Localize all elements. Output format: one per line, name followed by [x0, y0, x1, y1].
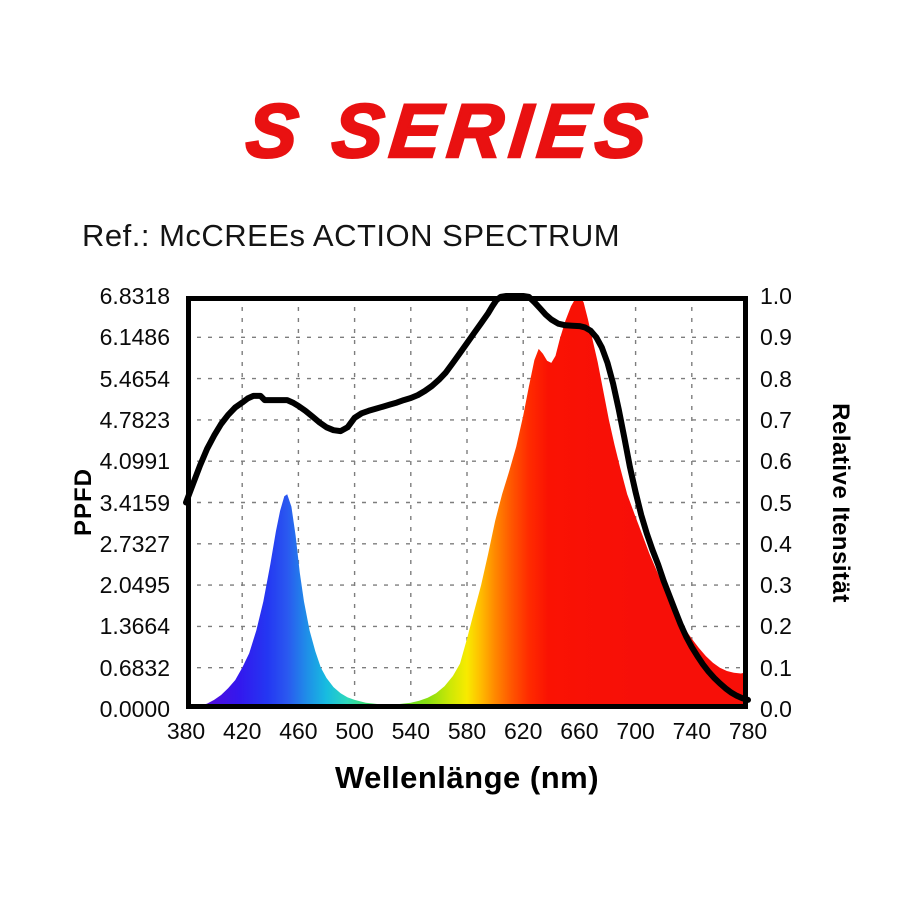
tick-label: 620 [504, 718, 543, 744]
tick-label: 0.9 [760, 324, 792, 351]
tick-label: 0.7 [760, 406, 792, 433]
chart-series [183, 293, 751, 709]
tick-label: 780 [728, 718, 768, 744]
tick-label: 660 [560, 718, 599, 744]
tick-label: 1.0 [760, 283, 792, 309]
reference-caption: Ref.: McCREEs ACTION SPECTRUM [82, 218, 621, 253]
tick-label: 460 [279, 718, 318, 744]
tick-label: 5.4654 [99, 365, 170, 392]
tick-label: 0.5 [760, 489, 792, 516]
tick-label: 540 [391, 718, 430, 744]
tick-label: 0.4 [760, 530, 792, 557]
tick-label: 2.0495 [99, 572, 170, 599]
chart-frame [186, 296, 748, 709]
tick-label: 580 [447, 718, 487, 744]
spectrum-chart [183, 293, 751, 709]
y-axis-right-labels: 1.0 0.9 0.8 0.7 0.6 0.5 0.4 0.3 0.2 0.1 0.0 [760, 283, 840, 722]
tick-label: 2.7327 [99, 530, 170, 557]
tick-label: 0.1 [760, 654, 792, 681]
tick-label: 0.2 [760, 613, 792, 640]
tick-label: 500 [335, 718, 374, 744]
tick-label: 0.0000 [99, 696, 170, 722]
tick-label: 380 [166, 718, 206, 744]
tick-label: 420 [223, 718, 262, 744]
brand-title: S SERIES [241, 88, 659, 176]
mccree-action-spectrum-line [183, 293, 751, 703]
tick-label: 6.8318 [99, 283, 170, 309]
tick-label: 4.7823 [99, 406, 170, 433]
wavelength-axis-title: Wellenlänge (nm) [334, 760, 600, 795]
x-axis-labels: 380 420 460 500 540 580 620 660 700 740 780 [167, 718, 767, 748]
tick-label: 0.6832 [99, 654, 170, 681]
tick-label: 0.3 [760, 572, 792, 599]
tick-label: 740 [672, 718, 711, 744]
tick-label: 0.8 [760, 365, 792, 392]
led-spectrum-area [186, 296, 748, 709]
tick-label: 4.0991 [99, 448, 170, 475]
y-axis-left-labels: 6.8318 6.1486 5.4654 4.7823 4.0991 3.4159 2.73… [60, 283, 178, 722]
tick-label: 3.4159 [99, 489, 170, 516]
tick-label: 1.3664 [99, 613, 170, 640]
relative-intensity-axis-title: Relative Itensität [827, 403, 854, 603]
tick-label: 0.0 [760, 696, 792, 722]
tick-label: 0.6 [760, 448, 792, 475]
ppfd-axis-title: PPFD [70, 467, 97, 537]
tick-label: 700 [616, 718, 655, 744]
tick-label: 6.1486 [99, 324, 170, 351]
